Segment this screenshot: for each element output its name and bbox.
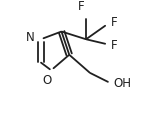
Text: O: O: [43, 74, 52, 87]
Text: OH: OH: [113, 77, 131, 90]
Text: F: F: [78, 0, 84, 13]
Text: F: F: [111, 16, 117, 29]
Text: F: F: [111, 39, 117, 52]
Text: N: N: [26, 32, 35, 45]
